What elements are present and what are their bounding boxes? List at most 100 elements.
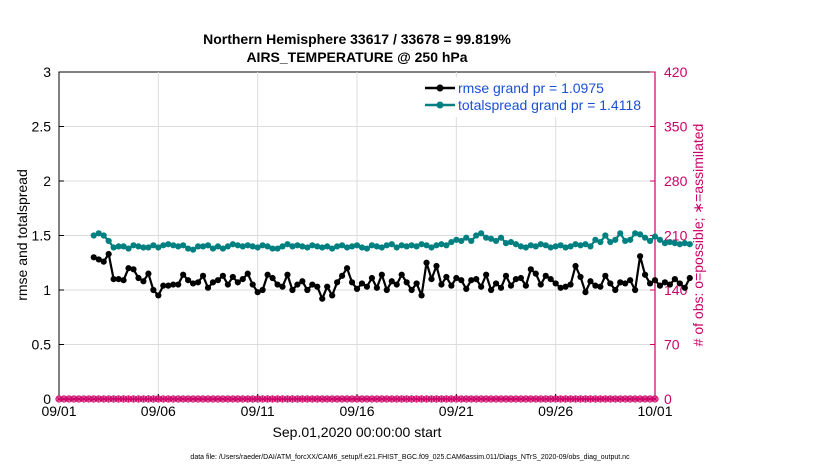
totalspread-point: [607, 238, 614, 246]
obs-assimilated-point: [553, 396, 559, 402]
rmse-point: [135, 274, 142, 282]
obs-assimilated-point: [284, 396, 291, 402]
obs-assimilated-point: [170, 396, 176, 402]
rmse-point: [368, 274, 375, 282]
rmse-point: [353, 285, 361, 293]
obs-assimilated-point: [602, 396, 608, 402]
totalspread-point: [428, 244, 435, 251]
rmse-point: [527, 266, 534, 273]
obs-assimilated-point: [71, 396, 77, 402]
rmse-point: [160, 282, 167, 289]
obs-assimilated-point: [627, 396, 633, 402]
obs-assimilated-point: [215, 396, 221, 402]
rmse-point: [294, 281, 301, 288]
totalspread-point: [632, 230, 639, 237]
rmse-point: [577, 273, 584, 281]
obs-assimilated-point: [513, 396, 519, 402]
totalspread-point: [656, 236, 664, 243]
totalspread-point: [602, 232, 609, 239]
obs-assimilated-point: [289, 396, 296, 402]
rmse-point: [587, 278, 594, 285]
rmse-point: [334, 279, 341, 286]
x-tick-label: 09/16: [339, 403, 374, 419]
totalspread-point: [175, 243, 182, 250]
rmse-point: [224, 281, 231, 288]
totalspread-point: [229, 241, 236, 248]
totalspread-point: [438, 241, 445, 248]
grid-lines: [59, 72, 655, 399]
totalspread-point: [194, 243, 202, 250]
obs-assimilated-point: [155, 396, 161, 402]
totalspread-point: [100, 232, 107, 239]
rmse-point: [661, 279, 669, 286]
obs-assimilated-point: [165, 396, 171, 402]
totalspread-point: [547, 244, 554, 251]
rmse-point: [125, 265, 132, 272]
obs-assimilated-point: [76, 396, 82, 402]
obs-assimilated-point: [135, 396, 142, 402]
obs-assimilated-point: [652, 396, 658, 402]
obs-assimilated-point: [61, 396, 67, 402]
obs-assimilated-point: [329, 396, 335, 402]
obs-assimilated-point: [473, 396, 479, 402]
totalspread-point: [552, 243, 559, 250]
obs-assimilated-point: [612, 396, 618, 402]
rmse-point: [209, 279, 217, 286]
rmse-point: [244, 270, 251, 277]
rmse-point: [383, 286, 390, 294]
obs-assimilated-point: [279, 396, 286, 402]
totalspread-point: [244, 242, 251, 249]
obs-assimilated-point: [438, 396, 445, 402]
obs-assimilated-point: [379, 396, 385, 402]
totalspread-point: [90, 232, 97, 239]
y-right-axis-label: # of obs: o=possible; ∗=assimilated: [690, 124, 706, 347]
y-tick-label: 2.5: [32, 119, 52, 135]
rmse-point: [319, 295, 326, 302]
rmse-point: [483, 271, 490, 278]
rmse-point: [522, 282, 529, 289]
totalspread-point: [343, 244, 351, 251]
rmse-point: [324, 283, 331, 290]
totalspread-point: [324, 243, 331, 250]
rmse-point: [155, 292, 162, 299]
obs-assimilated-point: [354, 396, 360, 402]
obs-assimilated-point: [66, 396, 72, 402]
rmse-point: [507, 282, 515, 289]
obs-assimilated-point: [235, 396, 241, 402]
rmse-point: [219, 272, 226, 279]
rmse-point: [453, 274, 460, 282]
totalspread-point: [170, 242, 177, 249]
obs-assimilated-point: [230, 396, 236, 402]
obs-assimilated-point: [414, 396, 420, 402]
rmse-point: [602, 272, 609, 279]
rmse-point: [145, 270, 152, 277]
obs-assimilated-point: [260, 396, 266, 402]
obs-assimilated-point: [185, 396, 191, 402]
obs-assimilated-point: [195, 396, 201, 402]
obs-assimilated-point: [91, 396, 97, 402]
rmse-point: [120, 277, 127, 284]
totalspread-point: [190, 246, 197, 253]
totalspread-point: [527, 242, 534, 249]
y-right-tick-label: 350: [664, 119, 688, 135]
rmse-point: [339, 272, 346, 279]
rmse-point: [110, 276, 117, 283]
rmse-point: [314, 283, 321, 290]
obs-assimilated-point: [543, 396, 549, 402]
totalspread-point: [334, 243, 341, 250]
totalspread-point: [592, 236, 599, 243]
obs-assimilated-point: [225, 396, 231, 402]
totalspread-point: [398, 242, 405, 249]
rmse-point: [348, 279, 356, 286]
rmse-point: [229, 273, 236, 281]
obs-assimilated-point: [582, 396, 589, 402]
obs-assimilated-point: [428, 396, 435, 402]
y-right-tick-label: 420: [664, 64, 688, 80]
rmse-point: [249, 281, 256, 288]
rmse-point: [329, 292, 336, 299]
obs-assimilated-point: [488, 396, 494, 402]
obs-assimilated-point: [359, 396, 365, 402]
y-tick-label: 0.5: [32, 337, 52, 353]
totalspread-point: [567, 243, 574, 250]
rmse-point: [175, 281, 182, 288]
